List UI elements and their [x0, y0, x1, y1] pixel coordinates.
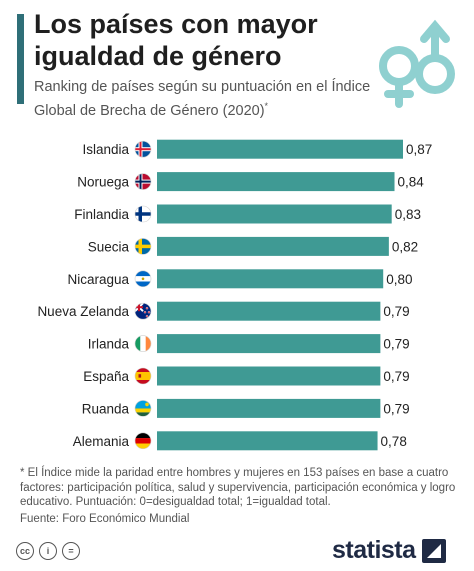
category-label-alemania: Alemania — [73, 434, 130, 449]
source-note: Fuente: Foro Económico Mundial — [20, 513, 190, 525]
title-accent-bar — [17, 14, 24, 104]
value-label-espana: 0,79 — [383, 369, 409, 384]
bar-noruega — [157, 172, 395, 192]
brand-name: statista — [332, 536, 416, 564]
spain-flag-icon — [134, 367, 152, 385]
norway-flag-icon — [134, 173, 152, 190]
germany-flag-icon — [134, 432, 152, 450]
cc-icon: cc — [16, 542, 34, 560]
category-label-espana: España — [83, 369, 129, 384]
bar-islandia — [157, 139, 403, 159]
new-zealand-flag-icon — [134, 302, 152, 320]
value-label-finlandia: 0,83 — [395, 207, 421, 222]
category-label-nueva-zelanda: Nueva Zelanda — [37, 304, 129, 319]
value-label-nueva-zelanda: 0,79 — [383, 304, 409, 319]
subtitle-text: Ranking de países según su puntuación en… — [34, 79, 371, 119]
category-label-suecia: Suecia — [88, 239, 130, 254]
by-icon: i — [39, 542, 57, 560]
value-label-ruanda: 0,79 — [383, 401, 409, 416]
bar-suecia — [157, 236, 389, 256]
category-label-finlandia: Finlandia — [74, 207, 129, 222]
category-label-noruega: Noruega — [77, 175, 129, 190]
chart-subtitle: Ranking de países según su puntuación en… — [34, 78, 374, 121]
category-label-nicaragua: Nicaragua — [67, 272, 129, 287]
finland-flag-icon — [134, 205, 152, 223]
statista-logo[interactable]: statista — [332, 536, 446, 565]
bar-nicaragua — [157, 269, 384, 289]
license-icons: cc i = — [16, 542, 80, 560]
subtitle-footnote-mark: * — [264, 101, 269, 111]
bar-irlanda — [157, 334, 381, 354]
bar-chart: Islandia 0,87 Noruega 0,84 Finlandia 0,83 Suec… — [37, 139, 432, 451]
nd-icon: = — [62, 542, 80, 560]
value-label-suecia: 0,82 — [392, 239, 418, 254]
chart-title: Los países con mayor igualdad de género — [34, 9, 318, 71]
bar-alemania — [157, 431, 378, 451]
rwanda-flag-icon — [134, 400, 152, 417]
iceland-flag-icon — [134, 140, 152, 158]
ireland-flag-icon — [134, 335, 152, 352]
value-label-noruega: 0,84 — [398, 175, 425, 190]
footnote: * El Índice mide la paridad entre hombre… — [20, 467, 456, 508]
bar-finlandia — [157, 204, 392, 224]
value-label-irlanda: 0,79 — [383, 337, 409, 352]
bar-espana — [157, 366, 381, 386]
bar-nueva-zelanda — [157, 301, 381, 321]
bar-ruanda — [157, 398, 381, 418]
statista-arrow-icon — [421, 538, 446, 563]
value-label-islandia: 0,87 — [406, 142, 432, 157]
gender-symbols-icon — [379, 19, 455, 108]
value-label-alemania: 0,78 — [381, 434, 407, 449]
sweden-flag-icon — [134, 238, 152, 255]
value-label-nicaragua: 0,80 — [386, 272, 412, 287]
category-label-ruanda: Ruanda — [82, 401, 130, 416]
nicaragua-flag-icon — [134, 270, 152, 288]
category-label-islandia: Islandia — [82, 142, 129, 157]
category-label-irlanda: Irlanda — [88, 337, 130, 352]
